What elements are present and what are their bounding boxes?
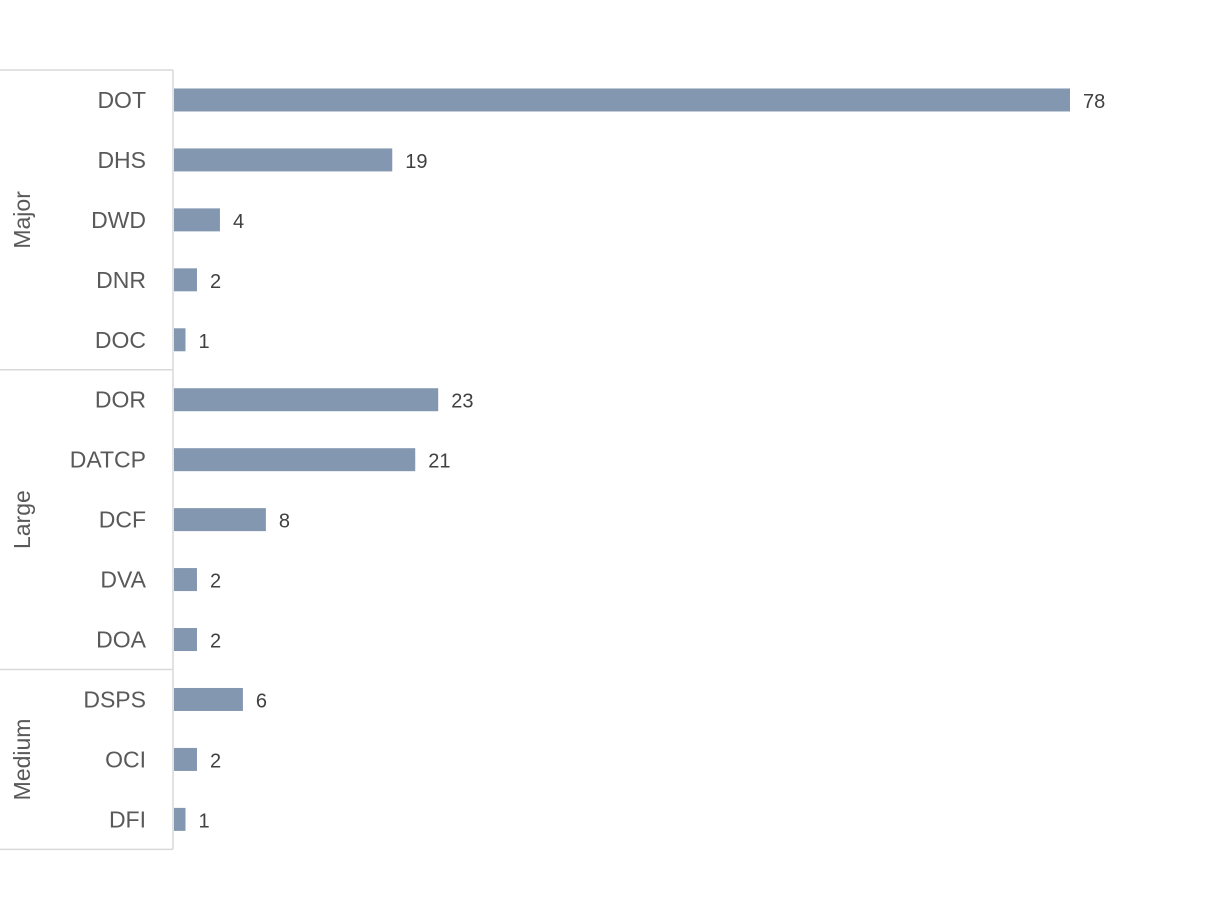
category-label: DWD — [91, 207, 146, 233]
group-label-large: Large — [9, 490, 35, 549]
category-label: DOC — [95, 327, 146, 353]
category-label: DNR — [96, 267, 146, 293]
data-label: 8 — [279, 511, 290, 533]
axis-layer — [0, 69, 174, 851]
bar-dfi — [174, 807, 186, 831]
data-label: 2 — [210, 750, 221, 772]
category-label: DHS — [97, 147, 146, 173]
category-label: DFI — [109, 806, 146, 832]
group-label-major: Major — [9, 191, 35, 249]
data-label: 6 — [256, 690, 267, 712]
data-label: 2 — [210, 271, 221, 293]
bars-layer — [174, 88, 1070, 831]
data-label: 23 — [451, 391, 473, 413]
data-label: 1 — [198, 810, 209, 832]
bar-dwd — [174, 208, 220, 232]
category-label: DCF — [99, 507, 146, 533]
group-label-medium: Medium — [9, 719, 35, 801]
bar-dsps — [174, 687, 243, 711]
category-label: DOT — [97, 87, 146, 113]
data-label: 2 — [210, 631, 221, 653]
category-label: DOR — [95, 387, 146, 413]
data-label: 21 — [428, 451, 450, 473]
data-label: 78 — [1083, 91, 1105, 113]
bar-dor — [174, 388, 439, 412]
category-label: DATCP — [70, 447, 146, 473]
bar-oci — [174, 747, 197, 771]
category-label: OCI — [105, 746, 146, 772]
bar-datcp — [174, 448, 416, 472]
bar-doc — [174, 328, 186, 352]
bar-dot — [174, 88, 1070, 112]
category-label: DSPS — [83, 686, 146, 712]
bar-dhs — [174, 148, 393, 172]
data-label: 4 — [233, 211, 244, 233]
category-label: DOA — [96, 627, 147, 653]
data-label: 1 — [198, 331, 209, 353]
bar-dcf — [174, 508, 266, 532]
data-label: 19 — [405, 151, 427, 173]
bar-dva — [174, 568, 197, 592]
data-label: 2 — [210, 571, 221, 593]
bar-doa — [174, 628, 197, 652]
category-label: DVA — [100, 567, 146, 593]
bar-dnr — [174, 268, 197, 292]
